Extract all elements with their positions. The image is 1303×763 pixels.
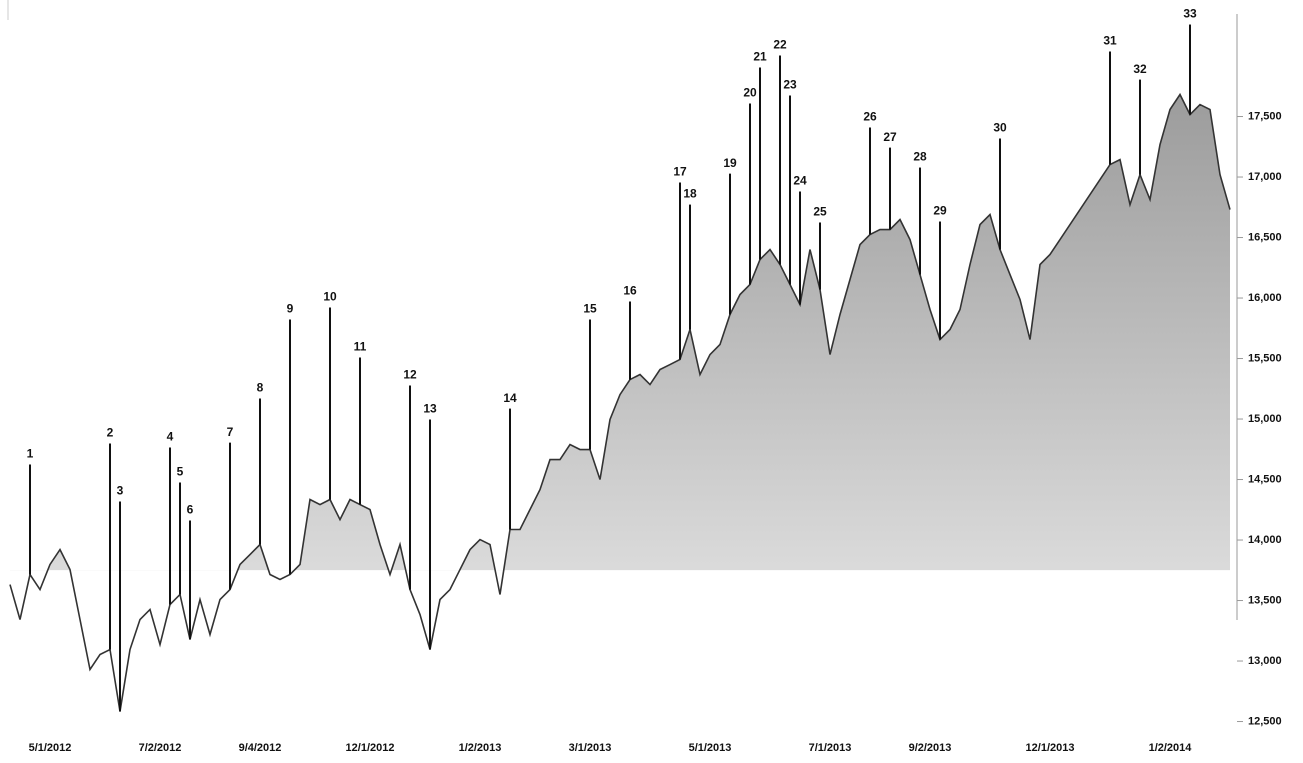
x-tick-label: 3/1/2013 <box>569 742 612 754</box>
annotation-label: 22 <box>773 38 787 52</box>
annotation-label: 12 <box>403 368 417 382</box>
annotation-label: 4 <box>167 430 174 444</box>
x-tick-label: 9/2/2013 <box>909 742 952 754</box>
annotation-label: 21 <box>753 50 767 64</box>
line <box>9 92 1231 712</box>
x-tick-label: 5/1/2012 <box>29 742 72 754</box>
annotation-label: 18 <box>683 187 697 201</box>
y-tick-label: 16,000 <box>1248 292 1282 304</box>
annotation-label: 15 <box>583 302 597 316</box>
y-tick-label: 13,000 <box>1248 655 1282 667</box>
annotation-label: 13 <box>423 402 437 416</box>
annotation-label: 3 <box>117 484 124 498</box>
annotation-label: 32 <box>1133 62 1147 76</box>
y-tick-label: 17,500 <box>1248 110 1282 122</box>
y-tick-label: 12,500 <box>1248 715 1282 727</box>
annotation-label: 24 <box>793 174 807 188</box>
annotation-label: 29 <box>933 204 947 218</box>
annotation-label: 33 <box>1183 7 1197 21</box>
annotation-label: 10 <box>323 290 337 304</box>
annotation-label: 9 <box>287 302 294 316</box>
annotation-label: 7 <box>227 425 234 439</box>
y-tick-label: 16,500 <box>1248 231 1282 243</box>
x-tick-label: 7/1/2013 <box>809 742 852 754</box>
annotation-label: 11 <box>354 340 367 354</box>
x-tick-label: 12/1/2012 <box>346 742 395 754</box>
annotation-label: 16 <box>623 284 637 298</box>
annotation-label: 27 <box>883 130 897 144</box>
annotation-label: 26 <box>863 110 877 124</box>
x-tick-label: 7/2/2012 <box>139 742 182 754</box>
x-tick-label: 12/1/2013 <box>1026 742 1075 754</box>
x-tick-label: 1/2/2014 <box>1149 742 1193 754</box>
annotation-label: 28 <box>913 150 927 164</box>
annotation-label: 8 <box>257 381 264 395</box>
x-tick-label: 5/1/2013 <box>689 742 732 754</box>
annotation-label: 23 <box>783 78 797 92</box>
y-tick-label: 15,500 <box>1248 352 1282 364</box>
annotation-label: 30 <box>993 121 1007 135</box>
y-tick-label: 14,000 <box>1248 534 1282 546</box>
annotation-label: 14 <box>503 391 517 405</box>
annotation-label: 5 <box>177 465 184 479</box>
annotation-label: 1 <box>27 447 34 461</box>
annotation-label: 25 <box>813 205 827 219</box>
x-tick-label: 9/4/2012 <box>239 742 282 754</box>
y-tick-label: 17,000 <box>1248 171 1282 183</box>
annotation-label: 2 <box>107 426 114 440</box>
annotation-label: 20 <box>743 86 757 100</box>
y-tick-label: 13,500 <box>1248 594 1282 606</box>
annotation-label: 31 <box>1103 34 1117 48</box>
y-tick-label: 15,000 <box>1248 413 1282 425</box>
y-tick-label: 14,500 <box>1248 473 1282 485</box>
annotation-label: 19 <box>723 156 737 170</box>
annotation-label: 6 <box>187 503 194 517</box>
area <box>10 94 1230 571</box>
annotation-label: 17 <box>673 165 687 179</box>
x-tick-label: 1/2/2013 <box>459 742 502 754</box>
